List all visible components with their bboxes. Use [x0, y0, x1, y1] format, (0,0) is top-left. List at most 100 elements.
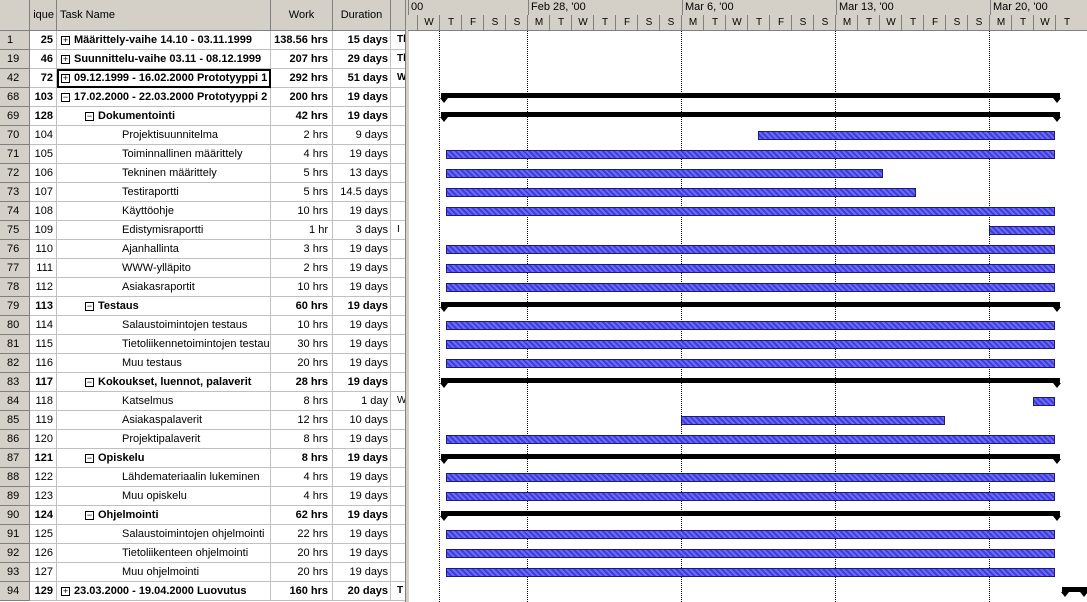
- start-cell[interactable]: Th: [391, 50, 408, 69]
- task-bar[interactable]: [445, 169, 884, 178]
- task-bar[interactable]: [989, 226, 1055, 235]
- task-bar[interactable]: [445, 530, 1055, 539]
- summary-bar[interactable]: [440, 112, 1062, 122]
- duration-cell[interactable]: 9 days: [333, 126, 391, 145]
- unique-id-cell[interactable]: 127: [30, 563, 57, 582]
- unique-id-cell[interactable]: 122: [30, 468, 57, 487]
- task-bar[interactable]: [445, 188, 917, 197]
- table-row[interactable]: 42 72 +09.12.1999 - 16.02.2000 Prototyyppi…: [0, 69, 408, 88]
- unique-id-cell[interactable]: 123: [30, 487, 57, 506]
- task-bar[interactable]: [445, 264, 1055, 273]
- duration-cell[interactable]: 3 days: [333, 221, 391, 240]
- unique-id-cell[interactable]: 119: [30, 411, 57, 430]
- start-cell[interactable]: [391, 468, 408, 487]
- unique-id-cell[interactable]: 25: [30, 31, 57, 50]
- unique-id-cell[interactable]: 129: [30, 582, 57, 601]
- unique-id-cell[interactable]: 115: [30, 335, 57, 354]
- work-cell[interactable]: 8 hrs: [271, 449, 333, 468]
- duration-cell[interactable]: 19 days: [333, 259, 391, 278]
- task-bar[interactable]: [445, 435, 1055, 444]
- table-row[interactable]: 94 129 +23.03.2000 - 19.04.2000 Luovutus 16…: [0, 582, 408, 601]
- start-cell[interactable]: [391, 449, 408, 468]
- start-cell[interactable]: [391, 411, 408, 430]
- table-row[interactable]: 88 122 Lähdemateriaalin lukeminen 4 hrs 19 d…: [0, 468, 408, 487]
- row-id[interactable]: 88: [0, 468, 30, 487]
- collapse-icon[interactable]: −: [85, 453, 94, 463]
- work-cell[interactable]: 4 hrs: [271, 468, 333, 487]
- task-name-cell[interactable]: Testiraportti: [57, 183, 271, 202]
- table-row[interactable]: 1 25 + Määrittely-vaihe 14.10 - 03.11.1999 1…: [0, 31, 408, 50]
- duration-cell[interactable]: 13 days: [333, 164, 391, 183]
- unique-id-cell[interactable]: 111: [30, 259, 57, 278]
- duration-cell[interactable]: 19 days: [333, 202, 391, 221]
- table-row[interactable]: 91 125 Salaustoimintojen ohjelmointi 22 hrs…: [0, 525, 408, 544]
- start-cell[interactable]: [391, 373, 408, 392]
- row-id[interactable]: 78: [0, 278, 30, 297]
- table-row[interactable]: 89 123 Muu opiskelu 4 hrs 19 days: [0, 487, 408, 506]
- unique-id-cell[interactable]: 125: [30, 525, 57, 544]
- task-bar[interactable]: [445, 245, 1055, 254]
- unique-id-cell[interactable]: 114: [30, 316, 57, 335]
- collapse-icon[interactable]: −: [85, 377, 94, 387]
- duration-cell[interactable]: 19 days: [333, 316, 391, 335]
- table-row[interactable]: 72 106 Tekninen määrittely 5 hrs 13 days: [0, 164, 408, 183]
- task-name-cell[interactable]: Projektisuunnitelma: [57, 126, 271, 145]
- table-row[interactable]: 84 118 Katselmus 8 hrs 1 day W: [0, 392, 408, 411]
- table-row[interactable]: 77 111 WWW-ylläpito 2 hrs 19 days: [0, 259, 408, 278]
- task-name-cell[interactable]: +23.03.2000 - 19.04.2000 Luovutus: [57, 582, 271, 601]
- start-cell[interactable]: [391, 145, 408, 164]
- row-id[interactable]: 93: [0, 563, 30, 582]
- task-name-cell[interactable]: + Suunnittelu-vaihe 03.11 - 08.12.1999: [57, 50, 271, 69]
- task-bar[interactable]: [681, 416, 945, 425]
- table-row[interactable]: 19 46 + Suunnittelu-vaihe 03.11 - 08.12.199…: [0, 50, 408, 69]
- unique-id-cell[interactable]: 124: [30, 506, 57, 525]
- row-id[interactable]: 91: [0, 525, 30, 544]
- unique-id-cell[interactable]: 104: [30, 126, 57, 145]
- row-id[interactable]: 19: [0, 50, 30, 69]
- task-name-cell[interactable]: − Testaus: [57, 297, 271, 316]
- duration-cell[interactable]: 10 days: [333, 411, 391, 430]
- unique-id-cell[interactable]: 113: [30, 297, 57, 316]
- summary-bar[interactable]: [1060, 587, 1087, 597]
- row-id[interactable]: 80: [0, 316, 30, 335]
- expand-icon[interactable]: +: [61, 73, 70, 83]
- column-header-task-name[interactable]: Task Name: [57, 0, 271, 31]
- start-cell[interactable]: W: [391, 69, 408, 88]
- expand-icon[interactable]: +: [61, 54, 70, 64]
- start-cell[interactable]: [391, 544, 408, 563]
- unique-id-cell[interactable]: 110: [30, 240, 57, 259]
- duration-cell[interactable]: 19 days: [333, 297, 391, 316]
- duration-cell[interactable]: 20 days: [333, 582, 391, 601]
- split-bar[interactable]: [405, 0, 409, 602]
- table-row[interactable]: 86 120 Projektipalaverit 8 hrs 19 days: [0, 430, 408, 449]
- task-bar[interactable]: [445, 150, 1055, 159]
- unique-id-cell[interactable]: 106: [30, 164, 57, 183]
- table-row[interactable]: 82 116 Muu testaus 20 hrs 19 days: [0, 354, 408, 373]
- table-row[interactable]: 92 126 Tietoliikenteen ohjelmointi 20 hrs 19…: [0, 544, 408, 563]
- table-row[interactable]: 87 121− Opiskelu 8 hrs 19 days: [0, 449, 408, 468]
- row-id[interactable]: 72: [0, 164, 30, 183]
- duration-cell[interactable]: 19 days: [333, 373, 391, 392]
- work-cell[interactable]: 28 hrs: [271, 373, 333, 392]
- table-row[interactable]: 83 117− Kokoukset, luennot, palaverit 28 hr…: [0, 373, 408, 392]
- duration-cell[interactable]: 19 days: [333, 278, 391, 297]
- summary-bar[interactable]: [440, 93, 1062, 103]
- task-name-cell[interactable]: Asiakasraportit: [57, 278, 271, 297]
- unique-id-cell[interactable]: 128: [30, 107, 57, 126]
- unique-id-cell[interactable]: 117: [30, 373, 57, 392]
- work-cell[interactable]: 10 hrs: [271, 202, 333, 221]
- duration-cell[interactable]: 19 days: [333, 354, 391, 373]
- work-cell[interactable]: 12 hrs: [271, 411, 333, 430]
- start-cell[interactable]: [391, 202, 408, 221]
- start-cell[interactable]: W: [391, 392, 408, 411]
- row-id[interactable]: 82: [0, 354, 30, 373]
- work-cell[interactable]: 160 hrs: [271, 582, 333, 601]
- table-row[interactable]: 79 113− Testaus 60 hrs 19 days: [0, 297, 408, 316]
- start-cell[interactable]: [391, 487, 408, 506]
- task-name-cell[interactable]: WWW-ylläpito: [57, 259, 271, 278]
- start-cell[interactable]: [391, 126, 408, 145]
- work-cell[interactable]: 4 hrs: [271, 145, 333, 164]
- row-id[interactable]: 85: [0, 411, 30, 430]
- work-cell[interactable]: 30 hrs: [271, 335, 333, 354]
- table-row[interactable]: 74 108 Käyttöohje 10 hrs 19 days: [0, 202, 408, 221]
